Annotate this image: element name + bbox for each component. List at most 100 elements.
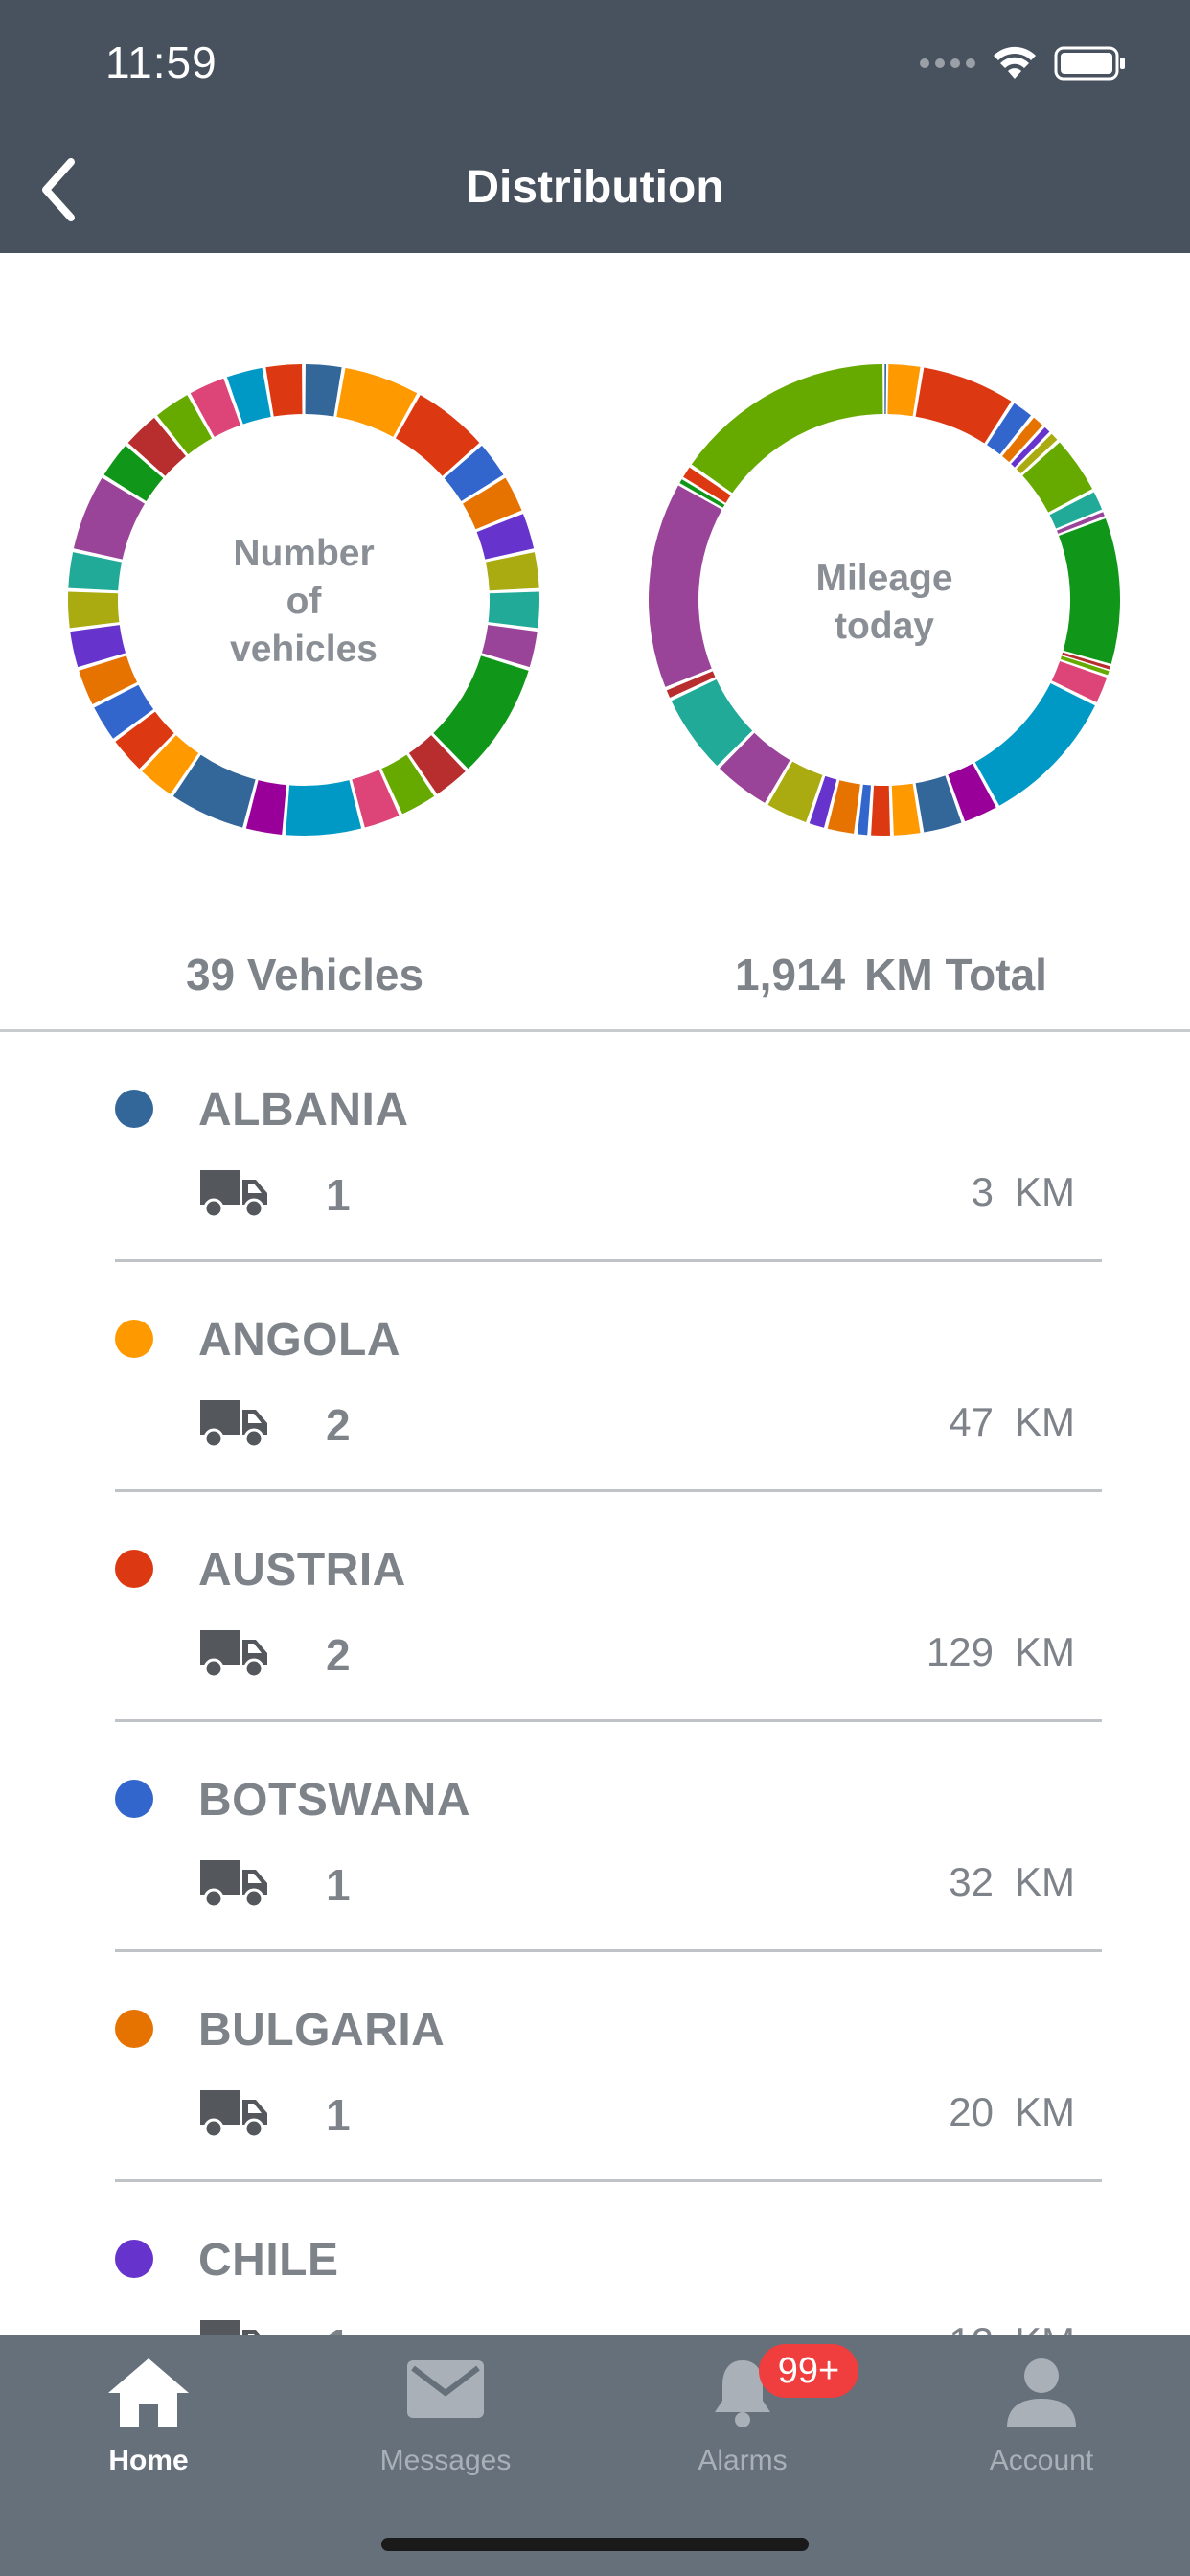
km-number: 129 (926, 1629, 994, 1674)
km-number: 20 (949, 2089, 994, 2134)
mileage-donut-slice (719, 732, 790, 803)
country-color-dot (115, 1320, 153, 1358)
mileage-donut-slice (986, 402, 1032, 455)
mileage-donut-slice (666, 671, 716, 698)
km-unit: KM (1015, 1859, 1075, 1904)
mileage-donut-label-line-1: Mileage (815, 558, 952, 599)
list-item[interactable]: BULGARIA 1 20 KM (0, 1952, 1190, 2182)
alarms-badge: 99+ (759, 2344, 858, 2398)
vehicle-count: 1 (326, 2090, 351, 2140)
country-color-dot (115, 1550, 153, 1588)
mileage-donut-slice (1059, 518, 1120, 664)
vehicles-donut-slice (352, 770, 400, 828)
vehicles-donut-slice (265, 364, 303, 417)
km-number: 32 (949, 1859, 994, 1904)
vehicles-donut-slice (142, 735, 199, 794)
page-title: Distribution (466, 162, 724, 213)
mileage-donut-slice (915, 775, 962, 833)
mileage-donut-slice (1016, 433, 1058, 474)
chevron-left-icon (42, 158, 75, 221)
envelope-icon (407, 2360, 484, 2418)
km-number: 3 (971, 1169, 994, 1214)
list-item[interactable]: ANGOLA 2 47 KM (0, 1262, 1190, 1492)
list-item[interactable]: AUSTRIA 2 129 KM (0, 1492, 1190, 1722)
mileage-donut-slice (974, 682, 1095, 806)
vehicles-donut-slice (408, 735, 466, 794)
vehicles-donut-slice (488, 591, 539, 629)
km-unit: KM (1015, 1169, 1075, 1214)
mileage-donut-slice (1056, 512, 1105, 534)
wifi-icon (994, 46, 1036, 79)
vehicles-donut-slice (79, 656, 138, 705)
mileage-donut-slice (1049, 492, 1103, 529)
tab-messages[interactable]: Messages (297, 2335, 594, 2489)
km-number: 47 (949, 1399, 994, 1444)
vehicles-donut-slice (395, 395, 480, 476)
mileage-donut-slice (948, 763, 996, 822)
vehicle-count: 1 (326, 1860, 351, 1910)
mileage-value: 12 KM (949, 2319, 1075, 2335)
vehicle-count: 2 (326, 1400, 351, 1450)
back-button[interactable] (29, 155, 86, 224)
country-list[interactable]: ALBANIA 1 3 KM ANGOLA 2 47 KM AUSTRIA 2 12… (0, 1032, 1190, 2335)
truck-icon (200, 2320, 262, 2335)
country-name: BULGARIA (198, 2005, 446, 2056)
tab-alarms-label: Alarms (698, 2445, 788, 2476)
country-name: ALBANIA (198, 1085, 409, 1136)
mileage-donut-slice (857, 784, 871, 836)
row-divider (115, 1949, 1102, 1952)
home-indicator (381, 2538, 809, 2551)
vehicles-donut-slice (190, 378, 240, 437)
row-divider (115, 1259, 1102, 1262)
vehicles-donut-slice (127, 417, 186, 476)
truck-icon (200, 1630, 267, 1679)
mileage-donut-slice (915, 367, 1012, 444)
vehicles-donut-slice (444, 445, 504, 501)
vehicles-donut-slice (305, 364, 342, 417)
cellular-signal-icon (920, 58, 975, 68)
country-name: AUSTRIA (198, 1545, 406, 1596)
list-item[interactable]: ALBANIA 1 3 KM (0, 1032, 1190, 1262)
tab-account[interactable]: Account (893, 2335, 1190, 2489)
app-header: 11:59 Distribution (0, 0, 1190, 253)
vehicles-donut-slice (433, 656, 529, 770)
list-item[interactable]: BOTSWANA 1 32 KM (0, 1722, 1190, 1952)
row-divider (115, 1719, 1102, 1722)
vehicles-donut-slice (73, 477, 146, 560)
mileage-value: 3 KM (972, 1169, 1075, 1215)
mileage-donut-slice (1060, 656, 1110, 676)
vehicle-count: 1 (326, 2319, 351, 2335)
row-divider (115, 2179, 1102, 2182)
vehicles-donut-slice (476, 514, 535, 560)
tab-home[interactable]: Home (0, 2335, 297, 2489)
tab-bar: Home Messages Alarms Account (0, 2335, 1190, 2576)
km-unit: KM (1015, 2319, 1075, 2335)
section-divider (0, 1029, 1190, 1032)
bell-icon (715, 2360, 770, 2427)
vehicle-count: 1 (326, 1170, 351, 1220)
mileage-donut-slice (767, 761, 823, 822)
mileage-donut-slice (679, 479, 725, 508)
mileage-total-value: 1,914 (735, 950, 846, 1000)
mileage-donut-slice (671, 679, 753, 767)
vehicles-donut-slice (94, 684, 154, 739)
status-icons (920, 44, 1127, 82)
mileage-value: 47 KM (949, 1399, 1075, 1445)
country-color-dot (115, 2010, 153, 2048)
vehicles-donut-slice (67, 591, 120, 629)
mileage-donut-slice (1051, 660, 1108, 702)
vehicles-donut-slice (336, 367, 418, 437)
tab-alarms[interactable]: Alarms (594, 2335, 891, 2489)
vehicles-donut-slice (156, 395, 213, 455)
mileage-total: 1,914 KM Total (652, 949, 1131, 1000)
truck-icon (200, 2090, 267, 2139)
mileage-donut-slice (871, 785, 890, 836)
list-item[interactable]: CHILE 1 12 KM (0, 2182, 1190, 2335)
vehicles-donut-slice (381, 754, 435, 815)
vehicles-donut-label-line-1: Number (233, 533, 374, 574)
vehicles-donut-slice (68, 552, 123, 591)
vehicles-donut-slice (172, 754, 256, 828)
mileage-value: 32 KM (949, 1859, 1075, 1905)
mileage-donut-slice (884, 364, 887, 415)
truck-icon (200, 1170, 267, 1219)
